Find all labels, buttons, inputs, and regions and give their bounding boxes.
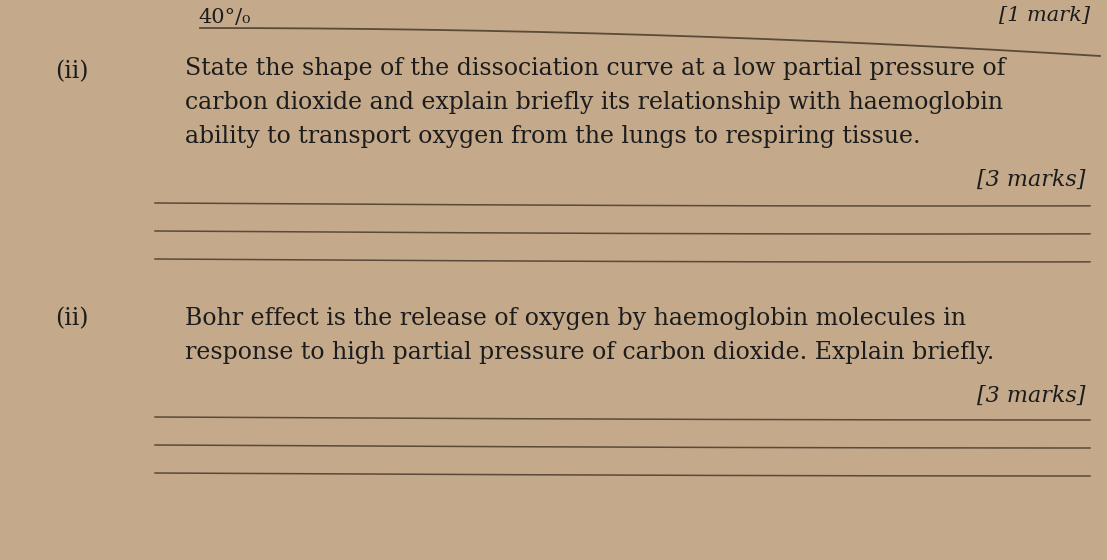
Text: State the shape of the dissociation curve at a low partial pressure of: State the shape of the dissociation curv… (185, 57, 1005, 80)
Text: [3 marks]: [3 marks] (976, 385, 1085, 407)
Text: Bohr effect is the release of oxygen by haemoglobin molecules in: Bohr effect is the release of oxygen by … (185, 307, 966, 330)
Text: carbon dioxide and explain briefly its relationship with haemoglobin: carbon dioxide and explain briefly its r… (185, 91, 1003, 114)
Text: ability to transport oxygen from the lungs to respiring tissue.: ability to transport oxygen from the lun… (185, 125, 921, 148)
Text: (ii): (ii) (55, 60, 89, 83)
Text: response to high partial pressure of carbon dioxide. Explain briefly.: response to high partial pressure of car… (185, 341, 994, 364)
Text: [1 mark]: [1 mark] (999, 6, 1090, 25)
Text: 40°/₀: 40°/₀ (199, 8, 251, 27)
Text: [3 marks]: [3 marks] (976, 169, 1085, 191)
Text: (ii): (ii) (55, 307, 89, 330)
